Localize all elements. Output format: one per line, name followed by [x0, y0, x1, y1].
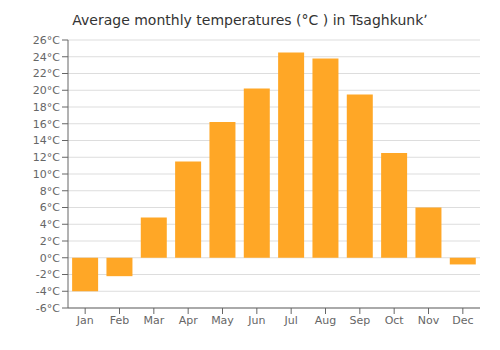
- svg-text:Nov: Nov: [418, 314, 440, 327]
- svg-text:14°C: 14°C: [33, 134, 60, 147]
- svg-text:-6°C: -6°C: [36, 302, 60, 315]
- svg-text:8°C: 8°C: [40, 185, 60, 198]
- svg-text:-4°C: -4°C: [36, 285, 60, 298]
- svg-text:18°C: 18°C: [33, 101, 60, 114]
- svg-text:10°C: 10°C: [33, 168, 60, 181]
- svg-text:Dec: Dec: [452, 314, 473, 327]
- svg-text:20°C: 20°C: [33, 84, 60, 97]
- svg-text:22°C: 22°C: [33, 67, 60, 80]
- html-text:Average monthly temperatures (: Average monthly temperatures (°C ) in Ts…: [72, 12, 428, 28]
- svg-text:Jun: Jun: [247, 314, 265, 327]
- svg-text:Sep: Sep: [349, 314, 370, 327]
- svg-text:24°C: 24°C: [33, 51, 60, 64]
- svg-text:May: May: [211, 314, 234, 327]
- svg-text:26°C: 26°C: [33, 34, 60, 47]
- svg-text:16°C: 16°C: [33, 118, 60, 131]
- svg-text:0°C: 0°C: [40, 252, 60, 265]
- svg-text:2°C: 2°C: [40, 235, 60, 248]
- svg-text:Feb: Feb: [110, 314, 129, 327]
- svg-text:Mar: Mar: [143, 314, 164, 327]
- svg-text:Jul: Jul: [284, 314, 298, 327]
- svg-text:Apr: Apr: [179, 314, 199, 327]
- svg-text:Oct: Oct: [385, 314, 405, 327]
- svg-text:12°C: 12°C: [33, 151, 60, 164]
- svg-text:Aug: Aug: [315, 314, 336, 327]
- svg-text:6°C: 6°C: [40, 201, 60, 214]
- svg-text:4°C: 4°C: [40, 218, 60, 231]
- svg-text:-2°C: -2°C: [36, 268, 60, 281]
- svg-text:Jan: Jan: [76, 314, 94, 327]
